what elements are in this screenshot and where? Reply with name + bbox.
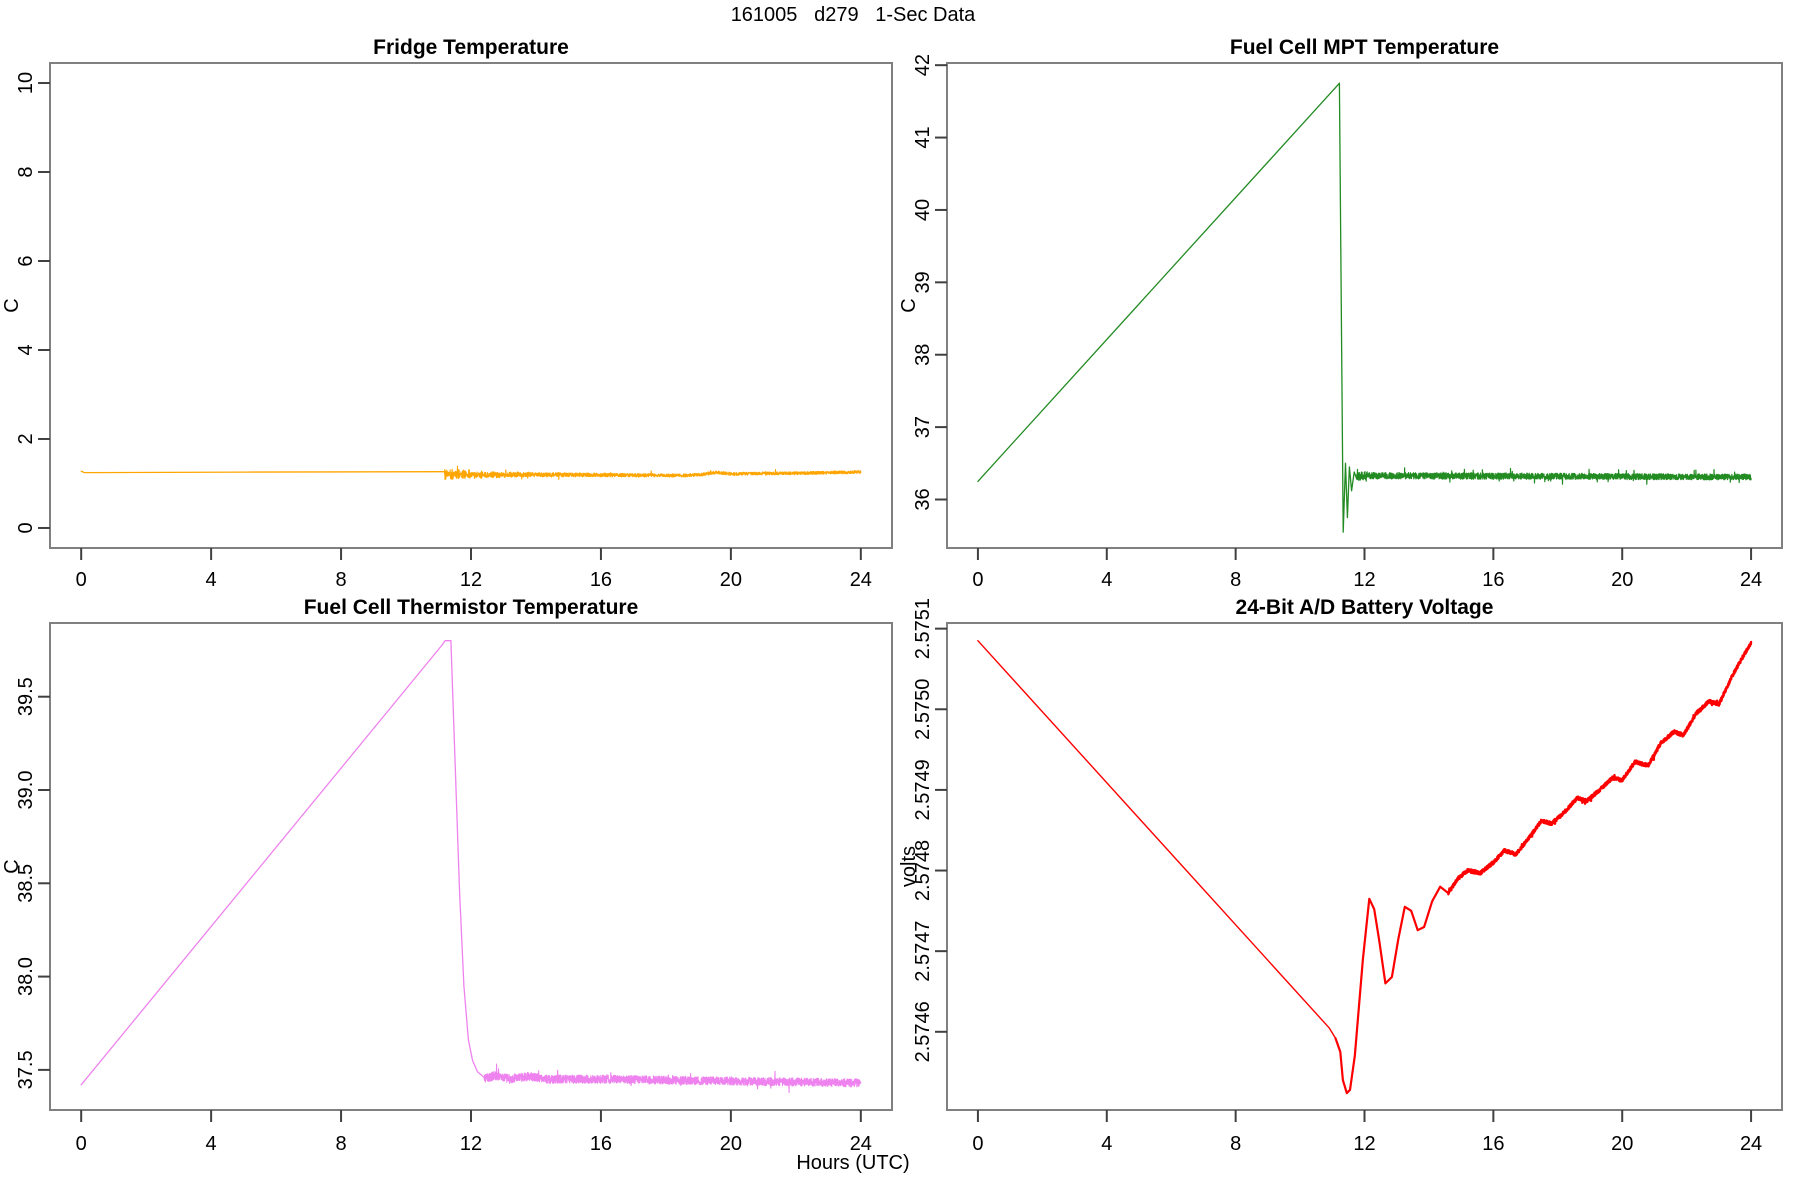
y-tick-label: 42 [912,54,934,76]
y-tick-label: 2.5746 [912,1001,934,1062]
x-tick-label: 16 [1482,1133,1504,1155]
x-tick-label: 24 [850,1133,872,1155]
y-tick-label: 36 [912,488,934,510]
x-tick-label: 0 [972,569,983,591]
series-fuel-cell-mpt-temperature-segment-0 [977,82,1341,483]
x-tick-label: 8 [335,569,346,591]
panel-title-fridge-temperature: Fridge Temperature [373,36,569,59]
y-tick-label: 41 [912,126,934,148]
y-tick-label: 6 [15,255,37,266]
x-tick-label: 4 [206,1133,217,1155]
y-axis-title-fuel-cell-mpt-temperature: C [898,298,920,312]
y-tick-label: 39.5 [15,677,37,716]
x-tick-label: 20 [720,1133,742,1155]
y-tick-label: 2.5747 [912,921,934,982]
panel-title-fuel-cell-thermistor-temperature: Fuel Cell Thermistor Temperature [304,596,639,619]
x-axis-label: Hours (UTC) [796,1152,910,1174]
x-tick-label: 4 [1101,1133,1112,1155]
x-tick-label: 24 [1740,569,1762,591]
y-tick-label: 2.5751 [912,598,934,659]
y-tick-label: 0 [15,522,37,533]
y-tick-label: 2.5749 [912,759,934,820]
plot-box [49,622,893,1111]
y-tick-label: 2.5748 [912,840,934,901]
x-tick-label: 12 [1353,569,1375,591]
x-tick-label: 12 [1353,1133,1375,1155]
y-tick-label: 37 [912,416,934,438]
plot-box [946,622,1783,1111]
x-tick-label: 0 [76,1133,87,1155]
panel-title-fuel-cell-mpt-temperature: Fuel Cell MPT Temperature [1230,36,1499,59]
series-fuel-cell-thermistor-temperature-segment-2 [483,1063,862,1094]
x-tick-label: 20 [1611,569,1633,591]
x-tick-label: 8 [335,1133,346,1155]
x-tick-label: 0 [972,1133,983,1155]
x-tick-label: 24 [1740,1133,1762,1155]
panel-fuel-cell-mpt-temperature: 0 4 8 12 16 20 24 36 37 38 39 40 41 42 Fuel Cell MPT T… [898,36,1783,591]
x-tick-label: 20 [1611,1133,1633,1155]
series-fridge-temperature-segment-0 [80,470,446,474]
y-tick-label: 4 [15,344,37,355]
panel-title-battery-voltage: 24-Bit A/D Battery Voltage [1236,596,1494,619]
series-fuel-cell-thermistor-temperature-segment-1 [450,640,485,1078]
y-tick-label: 8 [15,166,37,177]
x-tick-label: 12 [460,569,482,591]
x-tick-label: 8 [1230,1133,1241,1155]
y-axis-title-fridge-temperature: C [1,298,23,312]
y-axis-title-fuel-cell-thermistor-temperature: C [1,859,23,873]
y-tick-label: 38.5 [15,864,37,903]
x-tick-label: 0 [76,569,87,591]
y-tick-label: 39.0 [15,771,37,810]
x-tick-label: 4 [1101,569,1112,591]
y-tick-label: 40 [912,199,934,221]
panel-battery-voltage: 0 4 8 12 16 20 24 2.5746 2.5747 2.5748 2.5749 2.575… [898,596,1783,1155]
series-fuel-cell-mpt-temperature-segment-2 [1356,467,1752,485]
y-tick-label: 39 [912,271,934,293]
x-tick-label: 16 [1482,569,1504,591]
y-tick-label: 10 [15,72,37,94]
x-tick-label: 16 [590,1133,612,1155]
series-battery-voltage-segment-2 [1447,640,1753,896]
x-tick-label: 24 [850,569,872,591]
series-battery-voltage-segment-0 [977,640,1337,1039]
series-fridge-temperature-segment-1 [443,465,862,481]
y-tick-label: 38.0 [15,957,37,996]
y-axis-title-battery-voltage: volts [898,846,920,887]
panel-fuel-cell-thermistor-temperature: 0 4 8 12 16 20 24 37.5 38.0 38.5 39.0 39.5 Fuel Cell… [1,596,893,1155]
x-tick-label: 4 [206,569,217,591]
x-tick-label: 8 [1230,569,1241,591]
y-tick-label: 2 [15,433,37,444]
y-tick-label: 37.5 [15,1050,37,1089]
series-fuel-cell-thermistor-temperature-segment-0 [80,640,452,1086]
y-tick-label: 38 [912,344,934,366]
y-tick-label: 2.5750 [912,679,934,740]
series-fuel-cell-mpt-temperature-segment-1 [1338,82,1358,533]
figure-title: 161005 d279 1-Sec Data [730,4,976,26]
x-tick-label: 16 [590,569,612,591]
series-battery-voltage-segment-1 [1334,885,1450,1095]
x-tick-label: 12 [460,1133,482,1155]
x-tick-label: 20 [720,569,742,591]
